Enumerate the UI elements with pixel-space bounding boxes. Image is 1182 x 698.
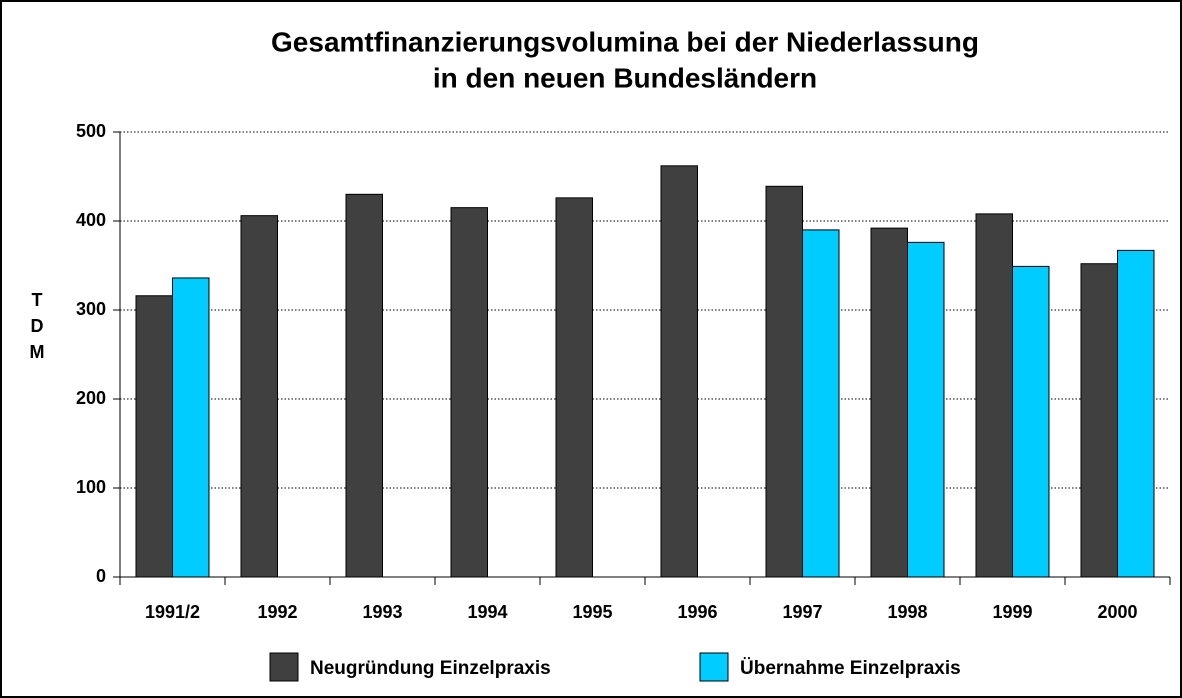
bar (450, 207, 488, 578)
chart-title: Gesamtfinanzierungsvolumina bei der Nied… (271, 26, 979, 57)
bar (975, 213, 1013, 578)
legend-label: Neugründung Einzelpraxis (310, 658, 551, 679)
y-tick-label: 200 (76, 388, 106, 408)
chart-subtitle: in den neuen Bundesländern (433, 62, 817, 93)
x-tick-label: 1997 (782, 602, 822, 622)
x-tick-label: 1994 (467, 602, 507, 622)
bar (1012, 265, 1050, 578)
legend-swatch (699, 652, 729, 682)
bar (240, 215, 278, 578)
x-tick-label: 1991/2 (145, 602, 200, 622)
x-tick-label: 2000 (1097, 602, 1137, 622)
bar (802, 229, 840, 578)
bar (1080, 263, 1118, 578)
x-tick-label: 1999 (992, 602, 1032, 622)
x-tick-label: 1992 (257, 602, 297, 622)
x-tick-label: 1993 (362, 602, 402, 622)
y-axis-label: TDM (27, 290, 47, 368)
x-tick-label: 1998 (887, 602, 927, 622)
bar (870, 227, 908, 578)
bar (907, 241, 945, 578)
legend-label: Übernahme Einzelpraxis (740, 658, 961, 679)
bar (172, 277, 210, 578)
y-tick-label: 300 (76, 299, 106, 319)
y-tick-label: 0 (96, 566, 106, 586)
x-tick-label: 1996 (677, 602, 717, 622)
x-tick-label: 1995 (572, 602, 612, 622)
y-tick-label: 400 (76, 210, 106, 230)
y-tick-label: 500 (76, 121, 106, 141)
bar (660, 165, 698, 578)
bar (135, 295, 173, 578)
bar (345, 193, 383, 578)
y-tick-label: 100 (76, 477, 106, 497)
bar (555, 197, 593, 578)
bar (765, 185, 803, 578)
bar (1117, 249, 1155, 578)
legend-swatch (269, 652, 299, 682)
